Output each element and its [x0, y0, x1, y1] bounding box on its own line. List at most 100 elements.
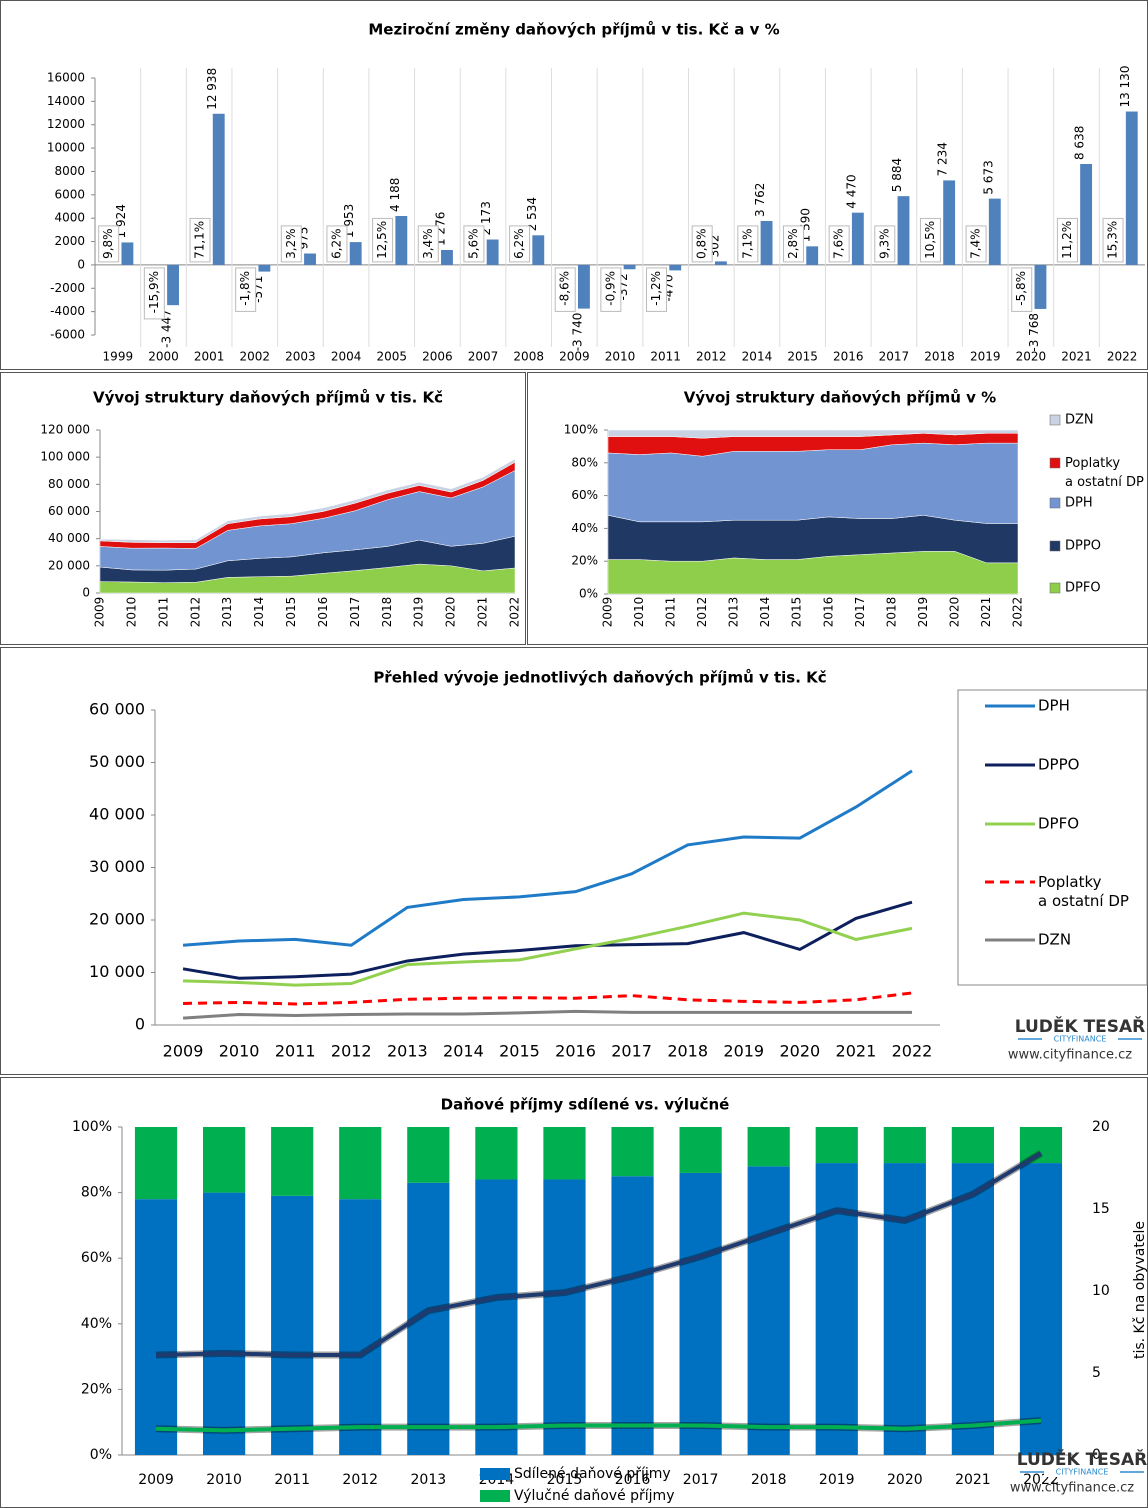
y-tick-label: -2000 — [50, 281, 85, 295]
x-tick-label: 2005 — [376, 350, 407, 364]
bar-segment — [951, 1127, 994, 1164]
y2-tick-label: 0 — [1092, 1447, 1101, 1463]
area — [607, 429, 1019, 439]
y-tick-label: 10 000 — [89, 962, 145, 981]
x-tick-label: 2021 — [476, 597, 490, 628]
percent-label: 5,6% — [466, 228, 480, 259]
bar-segment — [543, 1127, 586, 1180]
bar — [897, 196, 910, 265]
chart-title: Přehled vývoje jednotlivých daňových pří… — [373, 669, 826, 687]
bar-segment — [475, 1127, 518, 1180]
x-tick-label: 2022 — [508, 597, 522, 628]
bar-segment — [271, 1195, 314, 1455]
percent-label: -0,9% — [603, 271, 617, 306]
percent-label-box — [509, 225, 531, 263]
data-label: 8 638 — [1073, 126, 1087, 160]
y-tick-label: 60% — [571, 488, 598, 502]
x-tick-label: 2022 — [892, 1042, 933, 1061]
logo-tagline: CITYFINANCE — [1054, 1035, 1107, 1044]
bar — [304, 253, 316, 265]
x-tick-label: 2013 — [411, 1472, 447, 1488]
bar — [851, 212, 864, 265]
chart-title: Daňové příjmy sdílené vs. výlučné — [441, 1096, 730, 1114]
bar-segment — [339, 1127, 382, 1200]
percent-label: 11,2% — [1060, 221, 1074, 259]
percent-label: 10,5% — [923, 221, 937, 259]
x-tick-label: 2010 — [219, 1042, 260, 1061]
x-tick-label: 2009 — [93, 597, 107, 628]
y-tick-label: 40 000 — [48, 531, 90, 545]
x-tick-label: 2012 — [342, 1472, 378, 1488]
percent-label: 6,2% — [512, 228, 526, 259]
percent-label: 9,3% — [877, 228, 891, 259]
y-tick-label: 100% — [72, 1119, 112, 1135]
bar — [714, 261, 727, 265]
legend-label: DPPO — [1065, 539, 1101, 554]
x-tick-label: 2018 — [667, 1042, 708, 1061]
bar-segment — [407, 1127, 450, 1183]
bar-segment — [679, 1172, 722, 1455]
y-tick-label: 80 000 — [48, 477, 90, 491]
percent-label-box — [965, 225, 987, 263]
bar — [212, 113, 225, 265]
x-tick-label: 2006 — [422, 350, 453, 364]
percent-label: 0,8% — [695, 228, 709, 259]
x-tick-label: 2018 — [751, 1472, 787, 1488]
y-tick-label: -6000 — [50, 328, 85, 342]
x-tick-label: 2010 — [206, 1472, 242, 1488]
logo-tag-bg — [1044, 1467, 1120, 1477]
bar — [1125, 111, 1138, 265]
area — [607, 442, 1019, 524]
x-tick-label: 2016 — [316, 597, 330, 628]
bar — [441, 250, 453, 265]
percent-label: 7,4% — [969, 228, 983, 259]
y-tick-label: 0 — [77, 257, 85, 271]
bar — [258, 264, 271, 272]
y2-axis-label: tis. Kč na obyvatele — [1132, 1221, 1148, 1359]
x-tick-label: 2016 — [821, 597, 835, 628]
y2-tick-label: 20 — [1092, 1119, 1110, 1135]
legend-label: DZN — [1065, 413, 1094, 428]
percent-label: 15,3% — [1106, 221, 1120, 259]
y-tick-label: 100 000 — [40, 450, 90, 464]
legend-label: DZN — [1038, 931, 1071, 949]
y-tick-label: 0 — [135, 1015, 145, 1034]
bar — [532, 235, 545, 265]
x-tick-label: 2015 — [787, 350, 818, 364]
y-tick-label: 0 — [82, 586, 90, 600]
x-tick-label: 2014 — [252, 597, 266, 628]
legend-label: DPH — [1038, 697, 1070, 715]
x-tick-label: 2017 — [683, 1472, 719, 1488]
legend-swatch — [480, 1468, 510, 1480]
data-label: 5 884 — [890, 158, 904, 192]
x-tick-label: 2014 — [758, 597, 772, 628]
y-tick-label: 0% — [90, 1447, 112, 1463]
legend-label: DPFO — [1065, 581, 1101, 596]
logo: LUDĚK TESAŘ — [1015, 1015, 1146, 1037]
x-tick-label: 2001 — [194, 350, 225, 364]
data-label: -3 768 — [1027, 313, 1041, 352]
bar — [1034, 264, 1047, 309]
bar-segment — [815, 1163, 858, 1455]
bar-segment — [747, 1127, 790, 1167]
x-tick-label: 2012 — [331, 1042, 372, 1061]
bar — [988, 198, 1001, 265]
x-tick-label: 2016 — [555, 1042, 596, 1061]
y-tick-label: 120 000 — [40, 423, 90, 437]
y-tick-label: 60 000 — [48, 504, 90, 518]
x-tick-label: 2004 — [331, 350, 362, 364]
percent-label-box — [1102, 217, 1124, 263]
line — [183, 991, 913, 1006]
percent-label: 6,2% — [329, 228, 343, 259]
percent-label-box — [463, 225, 485, 263]
x-tick-label: 2021 — [1061, 350, 1092, 364]
legend-swatch — [1049, 414, 1061, 426]
data-label: -3 740 — [570, 313, 584, 352]
url: www.cityfinance.cz — [1010, 1481, 1134, 1496]
bar — [760, 220, 773, 265]
percent-label-box — [874, 225, 896, 263]
x-tick-label: 2015 — [790, 597, 804, 628]
x-tick-label: 2018 — [884, 597, 898, 628]
bar-segment — [747, 1166, 790, 1455]
